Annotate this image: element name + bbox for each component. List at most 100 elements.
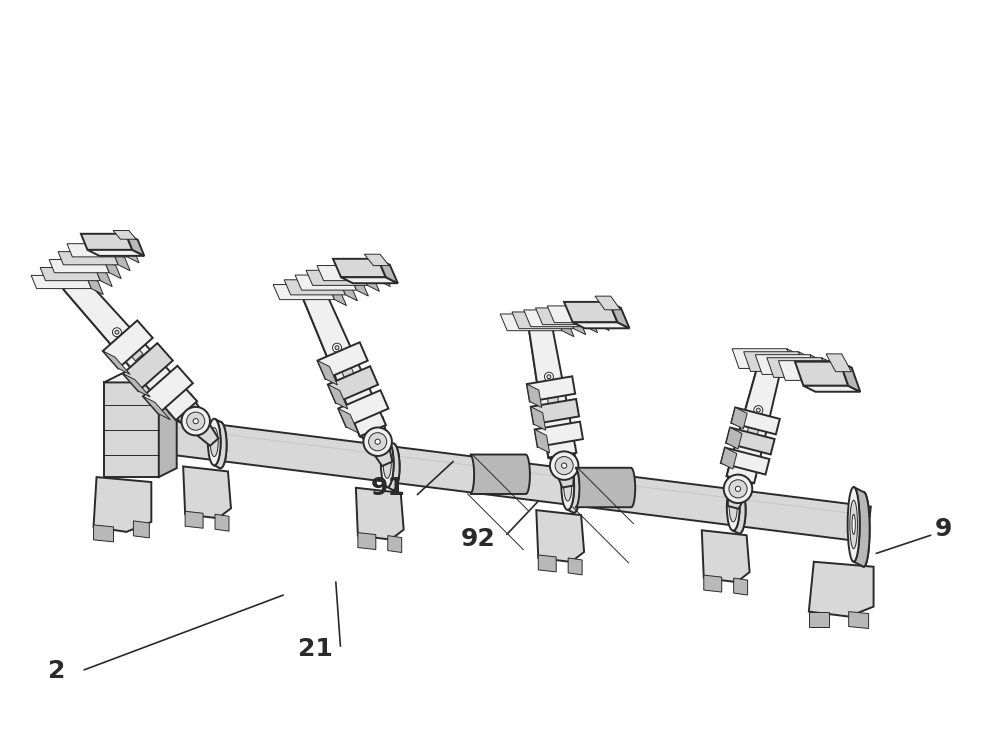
Polygon shape [538,555,556,572]
Polygon shape [170,394,218,445]
Polygon shape [104,382,159,477]
Polygon shape [63,274,197,420]
Polygon shape [535,422,583,447]
Polygon shape [575,467,635,507]
Polygon shape [568,558,582,575]
Polygon shape [727,362,781,483]
Polygon shape [387,440,400,490]
Polygon shape [564,302,618,323]
Polygon shape [746,412,763,438]
Polygon shape [49,259,109,273]
Polygon shape [512,312,574,329]
Ellipse shape [729,493,737,522]
Polygon shape [114,412,871,542]
Polygon shape [159,373,177,477]
Polygon shape [529,328,560,464]
Ellipse shape [383,449,391,478]
Polygon shape [795,362,848,386]
Text: 9: 9 [935,517,952,542]
Polygon shape [63,290,188,426]
Polygon shape [335,351,354,379]
Ellipse shape [544,372,553,381]
Ellipse shape [112,328,121,337]
Polygon shape [339,280,357,301]
Polygon shape [94,525,113,542]
Polygon shape [833,361,852,387]
Text: 91: 91 [371,476,406,500]
Ellipse shape [729,480,747,498]
Polygon shape [734,578,748,595]
Polygon shape [58,251,118,265]
Polygon shape [358,533,376,550]
Ellipse shape [852,514,855,534]
Ellipse shape [733,487,746,534]
Text: 2: 2 [48,659,65,683]
Ellipse shape [210,428,218,456]
Ellipse shape [756,408,760,412]
Polygon shape [733,484,746,534]
Polygon shape [183,467,231,518]
Polygon shape [126,234,144,256]
Ellipse shape [561,463,574,510]
Polygon shape [702,530,750,582]
Polygon shape [721,448,769,475]
Polygon shape [115,417,870,537]
Polygon shape [103,320,153,368]
Ellipse shape [115,330,119,334]
Polygon shape [726,428,742,449]
Ellipse shape [193,418,198,424]
Ellipse shape [369,433,387,451]
Polygon shape [303,299,372,442]
Polygon shape [529,324,576,458]
Ellipse shape [375,439,380,445]
Polygon shape [536,308,597,325]
Polygon shape [547,306,609,323]
Polygon shape [317,343,368,379]
Polygon shape [728,470,756,509]
Polygon shape [317,265,378,281]
Polygon shape [31,276,91,289]
Polygon shape [295,275,356,290]
Polygon shape [143,366,193,414]
Polygon shape [568,463,580,513]
Polygon shape [500,314,562,331]
Text: 21: 21 [298,637,333,661]
Polygon shape [803,386,860,392]
Ellipse shape [121,402,138,472]
Ellipse shape [848,487,860,562]
Polygon shape [361,270,379,291]
Polygon shape [87,250,144,256]
Polygon shape [527,376,575,401]
Ellipse shape [181,407,210,435]
Polygon shape [113,231,136,240]
Polygon shape [704,575,722,592]
Ellipse shape [187,412,205,430]
Polygon shape [350,275,368,296]
Polygon shape [372,265,390,287]
Polygon shape [524,310,586,326]
Polygon shape [731,407,780,434]
Polygon shape [122,244,139,263]
Polygon shape [579,310,598,333]
Polygon shape [721,448,737,469]
Polygon shape [104,373,177,382]
Polygon shape [341,277,398,283]
Polygon shape [545,380,559,406]
Text: 92: 92 [461,527,495,551]
Polygon shape [185,512,203,528]
Ellipse shape [363,428,392,456]
Polygon shape [317,361,337,385]
Ellipse shape [550,451,578,480]
Polygon shape [609,302,629,329]
Polygon shape [567,312,586,334]
Polygon shape [602,306,621,329]
Polygon shape [798,352,817,377]
Polygon shape [732,348,794,368]
Polygon shape [755,355,817,374]
Ellipse shape [555,456,573,475]
Polygon shape [273,284,335,300]
Polygon shape [810,355,829,381]
Polygon shape [119,335,143,361]
Polygon shape [94,477,151,532]
Polygon shape [378,259,398,283]
